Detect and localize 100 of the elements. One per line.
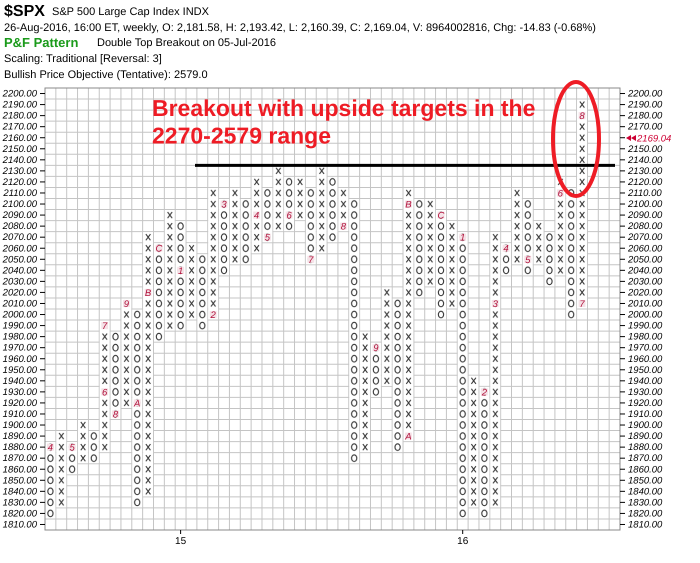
bar (132, 310, 142, 508)
y2-tick-label: 2060.00 (627, 243, 664, 254)
bar (328, 176, 338, 242)
y2-tick-label: 2130.00 (627, 166, 664, 177)
y-tick-label: 1830.00 (2, 497, 38, 508)
y-tick-label: 2110.00 (2, 188, 38, 200)
y-tick-label: 2040.00 (2, 265, 38, 276)
y2-tick-label: 2110.00 (627, 188, 662, 200)
bar (414, 199, 424, 298)
series-label: C (438, 210, 445, 222)
series-label: 1 (178, 266, 184, 277)
text: 8 (579, 111, 585, 122)
y-tick-label: 2070.00 (2, 232, 38, 244)
y-tick-label: 2180.00 (2, 110, 38, 122)
y2-tick-label: 1900.00 (628, 420, 664, 432)
bar (446, 221, 457, 308)
y-tick-label: 1990.00 (2, 320, 38, 332)
y-tick-label: 2140.00 (2, 154, 38, 166)
bar (154, 243, 164, 342)
y2-tick-label: 1830.00 (628, 497, 664, 508)
bar (501, 243, 512, 276)
y2-tick-label: 1930.00 (628, 386, 664, 398)
y-tick-label: 1810.00 (2, 520, 38, 531)
y-tick-label: 2060.00 (2, 243, 38, 254)
bar (458, 232, 468, 518)
bar (468, 376, 478, 508)
y-tick-label: 2200.00 (2, 88, 38, 100)
y2-tick-label: 1870.00 (628, 453, 664, 464)
text: 7 (308, 254, 314, 266)
bar (512, 188, 522, 264)
y-tick-label: 1820.00 (2, 508, 38, 520)
y2-tick-label: 1980.00 (628, 332, 664, 343)
y2-tick-label: 1940.00 (628, 376, 664, 387)
bar (338, 188, 348, 232)
bar (360, 332, 370, 452)
y2-tick-label: 2200.00 (627, 88, 664, 100)
bar (295, 176, 305, 220)
y-tick-label: 1900.00 (2, 420, 38, 432)
bar (370, 342, 381, 397)
bar (284, 176, 294, 232)
y2-tick-label: 2150.00 (627, 144, 664, 155)
y2-tick-label: 1890.00 (628, 431, 664, 442)
y-tick-label: 2010.00 (2, 298, 38, 310)
y2-tick-label: 2120.00 (627, 176, 664, 188)
y-tick-label: 2100.00 (2, 199, 38, 210)
y2-tick-label: 1850.00 (628, 475, 664, 486)
y-tick-label: 2190.00 (2, 100, 38, 111)
text: 1 (460, 232, 466, 244)
bar (382, 287, 392, 386)
bar (176, 221, 186, 331)
y2-tick-label: 1960.00 (628, 354, 664, 365)
bar (490, 232, 500, 508)
text: P&F Pattern (4, 35, 78, 50)
y2-tick-label: 2090.00 (627, 210, 664, 222)
x-tick-label: 16 (457, 536, 469, 548)
y-tick-label: 2030.00 (2, 276, 38, 288)
y-tick-label: 2000.00 (2, 310, 38, 321)
y2-tick-label: 2040.00 (627, 265, 664, 276)
bar (544, 232, 554, 286)
bar (534, 221, 544, 264)
text: 7 (102, 321, 108, 332)
bar (208, 188, 218, 320)
text: 9 (124, 298, 130, 310)
text: B (405, 200, 412, 211)
y2-tick-label: 2170.00 (627, 122, 664, 133)
y-tick-label: 1850.00 (2, 475, 38, 486)
bar (273, 166, 284, 232)
y2-tick-label: 2010.00 (627, 298, 664, 310)
y-tick-label: 2150.00 (2, 144, 38, 155)
y2-tick-label: 2100.00 (627, 199, 664, 210)
bar (522, 199, 533, 276)
y2-tick-label: 2050.00 (627, 254, 664, 266)
y-tick-label: 1910.00 (2, 409, 38, 420)
series-label: B (144, 288, 152, 299)
bar (479, 386, 490, 518)
y2-tick-label: 2020.00 (627, 287, 664, 298)
y-tick-label: 1960.00 (2, 354, 38, 365)
y-tick-label: 1860.00 (2, 464, 38, 476)
series-label: 8 (340, 222, 347, 233)
text: 5 (69, 442, 75, 454)
y2-tick-label: 1910.00 (628, 409, 664, 420)
bar (404, 188, 414, 442)
bar (143, 232, 153, 496)
y2-tick-label: 1970.00 (628, 342, 664, 354)
y-tick-label: 1920.00 (2, 398, 38, 409)
bar (230, 188, 240, 264)
bar (219, 199, 229, 276)
y-tick-label: 2170.00 (2, 122, 38, 133)
y-tick-label: 1840.00 (2, 486, 38, 498)
bar (164, 210, 175, 331)
y-tick-label: 2130.00 (2, 166, 38, 177)
text: 4 (48, 442, 54, 454)
y2-tick-label: 1950.00 (628, 364, 664, 376)
y-tick-label: 2050.00 (2, 254, 38, 266)
chart-title: $SPX (4, 3, 46, 20)
y2-tick-label: 2190.00 (627, 100, 664, 111)
text: Scaling: Traditional [Reversal: 3] (4, 53, 162, 65)
y-tick-label: 1980.00 (2, 332, 38, 343)
y2-tick-label: 1810.00 (628, 520, 664, 531)
y2-tick-label: 2000.00 (627, 310, 664, 321)
